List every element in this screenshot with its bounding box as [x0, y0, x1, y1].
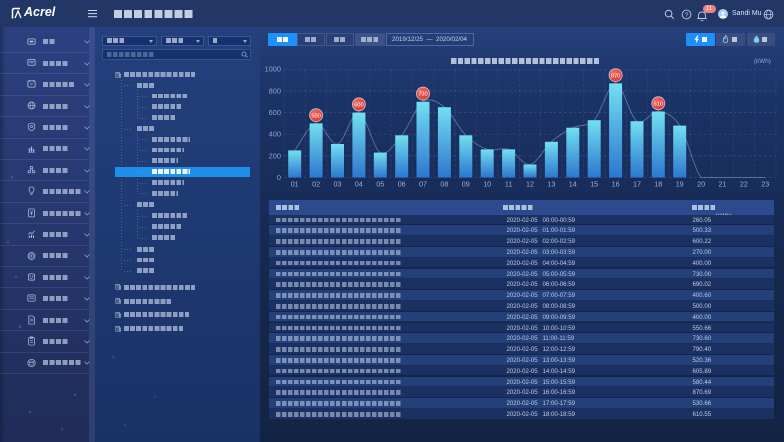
svg-text:400: 400 [269, 130, 281, 139]
svg-text:20: 20 [697, 180, 705, 189]
svg-text:21: 21 [719, 180, 727, 189]
svg-text:600: 600 [269, 108, 281, 117]
svg-text:04: 04 [355, 180, 363, 189]
svg-text:08: 08 [440, 180, 448, 189]
svg-text:500: 500 [311, 113, 321, 119]
svg-text:07: 07 [419, 180, 427, 189]
svg-text:870: 870 [611, 73, 621, 79]
svg-text:10: 10 [483, 180, 491, 189]
svg-text:22: 22 [740, 180, 748, 189]
svg-text:13: 13 [547, 180, 555, 189]
svg-text:18: 18 [654, 180, 662, 189]
svg-text:16: 16 [612, 180, 620, 189]
svg-text:19: 19 [676, 180, 684, 189]
svg-text:01: 01 [291, 180, 299, 189]
svg-text:11: 11 [505, 180, 512, 189]
svg-text:1000: 1000 [265, 65, 281, 74]
svg-text:17: 17 [633, 180, 641, 189]
svg-text:800: 800 [269, 86, 281, 95]
svg-text:600: 600 [354, 103, 364, 109]
svg-text:09: 09 [462, 180, 470, 189]
svg-text:12: 12 [526, 180, 534, 189]
svg-text:?: ? [685, 12, 689, 19]
svg-text:730: 730 [418, 92, 428, 98]
svg-text:03: 03 [334, 180, 342, 189]
svg-text:02: 02 [312, 180, 320, 189]
svg-text:610: 610 [654, 101, 664, 107]
svg-text:200: 200 [269, 151, 281, 160]
svg-text:14: 14 [569, 180, 577, 189]
svg-text:06: 06 [398, 180, 406, 189]
svg-text:0: 0 [277, 173, 281, 182]
svg-text:23: 23 [761, 180, 769, 189]
svg-text:05: 05 [376, 180, 384, 189]
svg-text:15: 15 [590, 180, 598, 189]
